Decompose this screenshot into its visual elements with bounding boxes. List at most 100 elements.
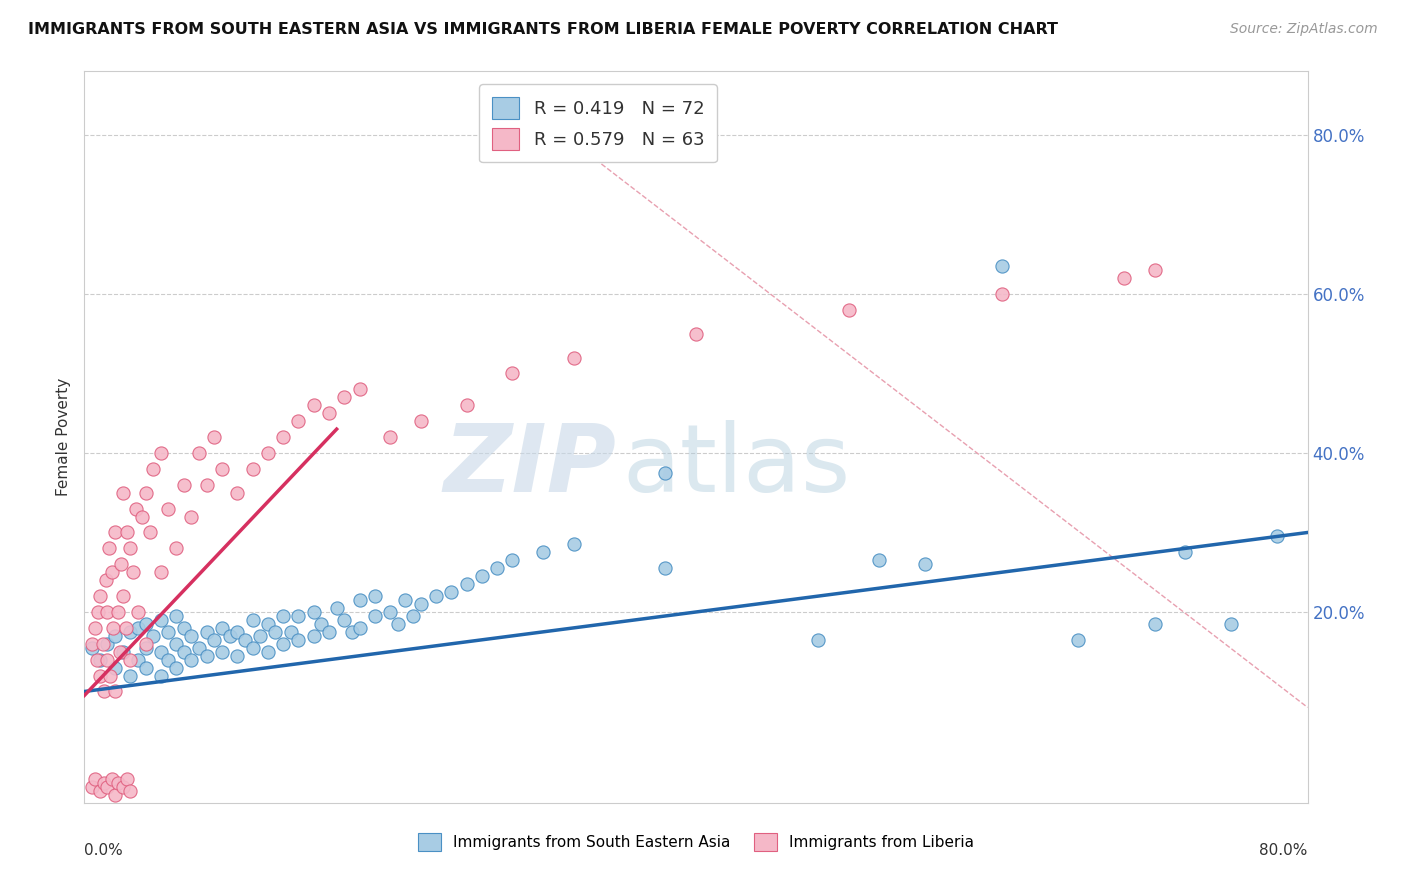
Point bbox=[135, 616, 157, 631]
Point bbox=[135, 640, 157, 655]
Point bbox=[409, 597, 432, 611]
Point bbox=[180, 509, 202, 524]
Point bbox=[188, 640, 211, 655]
Point bbox=[125, 501, 148, 516]
Point bbox=[149, 446, 172, 460]
Point bbox=[122, 566, 145, 580]
Point bbox=[333, 390, 356, 404]
Point bbox=[302, 398, 325, 412]
Point bbox=[157, 653, 180, 667]
Point bbox=[914, 558, 936, 572]
Point bbox=[387, 616, 409, 631]
Point bbox=[165, 609, 187, 624]
Point bbox=[94, 573, 117, 587]
Point bbox=[80, 780, 103, 794]
Point bbox=[195, 477, 218, 491]
Point bbox=[394, 593, 416, 607]
Point bbox=[226, 485, 249, 500]
Point bbox=[280, 624, 302, 639]
Point bbox=[96, 653, 118, 667]
Point bbox=[380, 430, 402, 444]
Point bbox=[409, 414, 432, 428]
Point bbox=[107, 776, 129, 790]
Point bbox=[226, 648, 249, 663]
Point bbox=[471, 569, 494, 583]
Point bbox=[333, 613, 356, 627]
Point bbox=[318, 406, 340, 420]
Point bbox=[127, 605, 149, 619]
Point bbox=[180, 653, 202, 667]
Point bbox=[96, 637, 118, 651]
Point bbox=[242, 462, 264, 476]
Point bbox=[120, 653, 142, 667]
Point bbox=[838, 302, 860, 317]
Point bbox=[111, 645, 134, 659]
Point bbox=[111, 589, 134, 603]
Point bbox=[302, 605, 325, 619]
Point bbox=[425, 589, 447, 603]
Point bbox=[149, 566, 172, 580]
Point bbox=[173, 477, 195, 491]
Point bbox=[165, 660, 187, 674]
Point bbox=[180, 629, 202, 643]
Point bbox=[257, 645, 280, 659]
Point bbox=[502, 553, 524, 567]
Point bbox=[218, 629, 240, 643]
Point bbox=[1067, 632, 1090, 647]
Point bbox=[89, 653, 111, 667]
Text: ZIP: ZIP bbox=[443, 420, 616, 512]
Point bbox=[149, 645, 172, 659]
Point bbox=[104, 788, 127, 802]
Point bbox=[402, 609, 425, 624]
Point bbox=[287, 609, 309, 624]
Point bbox=[340, 624, 363, 639]
Point bbox=[107, 605, 129, 619]
Point bbox=[685, 326, 707, 341]
Point bbox=[142, 629, 165, 643]
Point bbox=[380, 605, 402, 619]
Text: 80.0%: 80.0% bbox=[1260, 843, 1308, 858]
Point bbox=[318, 624, 340, 639]
Point bbox=[80, 637, 103, 651]
Point bbox=[110, 558, 132, 572]
Point bbox=[257, 446, 280, 460]
Point bbox=[486, 561, 509, 575]
Point bbox=[1174, 545, 1197, 559]
Legend: Immigrants from South Eastern Asia, Immigrants from Liberia: Immigrants from South Eastern Asia, Immi… bbox=[412, 827, 980, 857]
Point bbox=[211, 645, 233, 659]
Point bbox=[120, 668, 142, 682]
Point bbox=[456, 577, 478, 591]
Point bbox=[502, 367, 524, 381]
Point bbox=[135, 660, 157, 674]
Point bbox=[165, 541, 187, 556]
Point bbox=[80, 640, 103, 655]
Point bbox=[139, 525, 162, 540]
Y-axis label: Female Poverty: Female Poverty bbox=[56, 378, 72, 496]
Point bbox=[120, 541, 142, 556]
Point bbox=[991, 287, 1014, 301]
Point bbox=[103, 621, 125, 635]
Point bbox=[1220, 616, 1243, 631]
Point bbox=[287, 414, 309, 428]
Point bbox=[242, 640, 264, 655]
Text: IMMIGRANTS FROM SOUTH EASTERN ASIA VS IMMIGRANTS FROM LIBERIA FEMALE POVERTY COR: IMMIGRANTS FROM SOUTH EASTERN ASIA VS IM… bbox=[28, 22, 1059, 37]
Point bbox=[149, 613, 172, 627]
Point bbox=[364, 609, 387, 624]
Point bbox=[271, 637, 294, 651]
Point bbox=[1143, 263, 1166, 277]
Point bbox=[1114, 271, 1136, 285]
Point bbox=[195, 624, 218, 639]
Point bbox=[173, 645, 195, 659]
Point bbox=[325, 601, 347, 615]
Point bbox=[157, 624, 180, 639]
Point bbox=[89, 668, 111, 682]
Point bbox=[131, 509, 153, 524]
Point bbox=[991, 259, 1014, 273]
Point bbox=[226, 624, 249, 639]
Point bbox=[364, 589, 387, 603]
Point bbox=[562, 351, 585, 365]
Point bbox=[349, 593, 371, 607]
Point bbox=[173, 621, 195, 635]
Point bbox=[562, 537, 585, 551]
Point bbox=[98, 668, 121, 682]
